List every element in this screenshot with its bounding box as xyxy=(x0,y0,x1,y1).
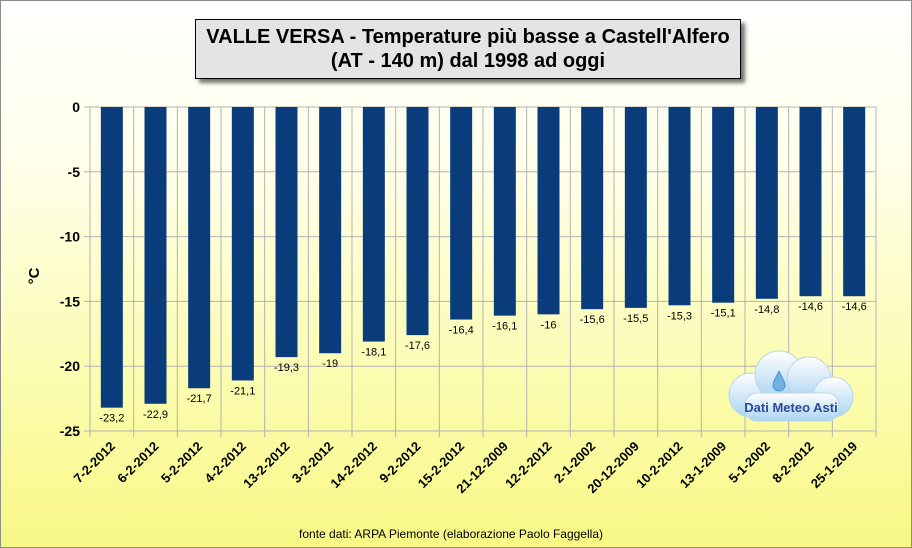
y-tick-label: 0 xyxy=(72,99,80,115)
data-label: -19,3 xyxy=(274,362,299,374)
x-tick-label: 6-2-2012 xyxy=(114,439,161,486)
bars-layer: -23,2 -22,9 -21,7 -21,1 -19,3 -19 -18,1 -17,6 -1… xyxy=(99,107,867,425)
bar xyxy=(712,107,735,303)
bar xyxy=(581,107,604,310)
data-label: -18,1 xyxy=(361,347,386,359)
data-label: -15,6 xyxy=(580,314,605,326)
data-label: -14,6 xyxy=(842,301,867,313)
data-label: -23,2 xyxy=(99,413,124,425)
y-tick-label: -15 xyxy=(60,293,80,309)
x-tick-label: 13-1-2009 xyxy=(677,439,730,492)
cloud-icon xyxy=(728,350,854,422)
data-label: -15,1 xyxy=(711,308,736,320)
y-tick-label: -20 xyxy=(60,358,80,374)
y-tick-label: -5 xyxy=(68,164,81,180)
chart-title-line1: VALLE VERSA - Temperature più basse a Ca… xyxy=(206,26,730,48)
bar xyxy=(362,107,385,342)
data-label: -14,6 xyxy=(798,301,823,313)
data-label: -22,9 xyxy=(143,409,168,421)
source-note: fonte dati: ARPA Piemonte (elaborazione … xyxy=(299,527,603,541)
dati-meteo-asti-logo: Dati Meteo Asti xyxy=(727,349,855,425)
logo-text: Dati Meteo Asti xyxy=(744,400,838,415)
data-label: -16,4 xyxy=(449,325,474,337)
bar xyxy=(755,107,778,299)
chart-title-line2: (AT - 140 m) dal 1998 ad oggi xyxy=(330,50,606,72)
bar xyxy=(668,107,691,306)
raindrop-icon xyxy=(772,370,786,392)
x-tick-label: 25-1-2019 xyxy=(808,439,861,492)
bar xyxy=(799,107,822,297)
bar xyxy=(188,107,211,389)
x-tick-label: 10-2-2012 xyxy=(633,439,686,492)
x-tick-label: 7-2-2012 xyxy=(71,439,118,486)
data-label: -14,8 xyxy=(754,304,779,316)
bar xyxy=(319,107,342,354)
y-axis-label: °C xyxy=(26,267,43,284)
data-label: -17,6 xyxy=(405,340,430,352)
bar xyxy=(493,107,516,316)
x-tick-label: 5-1-2002 xyxy=(726,439,773,486)
bar xyxy=(450,107,473,320)
x-tick-label: 5-2-2012 xyxy=(158,439,205,486)
bar xyxy=(406,107,429,336)
data-label: -21,1 xyxy=(230,385,255,397)
x-tick-label: 14-2-2012 xyxy=(327,439,380,492)
data-label: -16,1 xyxy=(492,321,517,333)
bar xyxy=(100,107,123,408)
chart-title: VALLE VERSA - Temperature più basse a Ca… xyxy=(195,19,741,79)
y-tick-label: -10 xyxy=(60,229,80,245)
bar xyxy=(231,107,254,381)
data-label: -15,5 xyxy=(623,313,648,325)
y-tick-label: -25 xyxy=(60,423,80,439)
x-tick-label: 12-2-2012 xyxy=(502,439,555,492)
data-label: -15,3 xyxy=(667,310,692,322)
x-tick-label: 13-2-2012 xyxy=(240,439,293,492)
bar xyxy=(624,107,647,308)
bar xyxy=(144,107,167,404)
data-label: -19 xyxy=(322,358,338,370)
bar xyxy=(537,107,560,315)
bar xyxy=(275,107,298,358)
bar xyxy=(843,107,866,297)
data-label: -16 xyxy=(541,319,557,331)
data-label: -21,7 xyxy=(187,393,212,405)
